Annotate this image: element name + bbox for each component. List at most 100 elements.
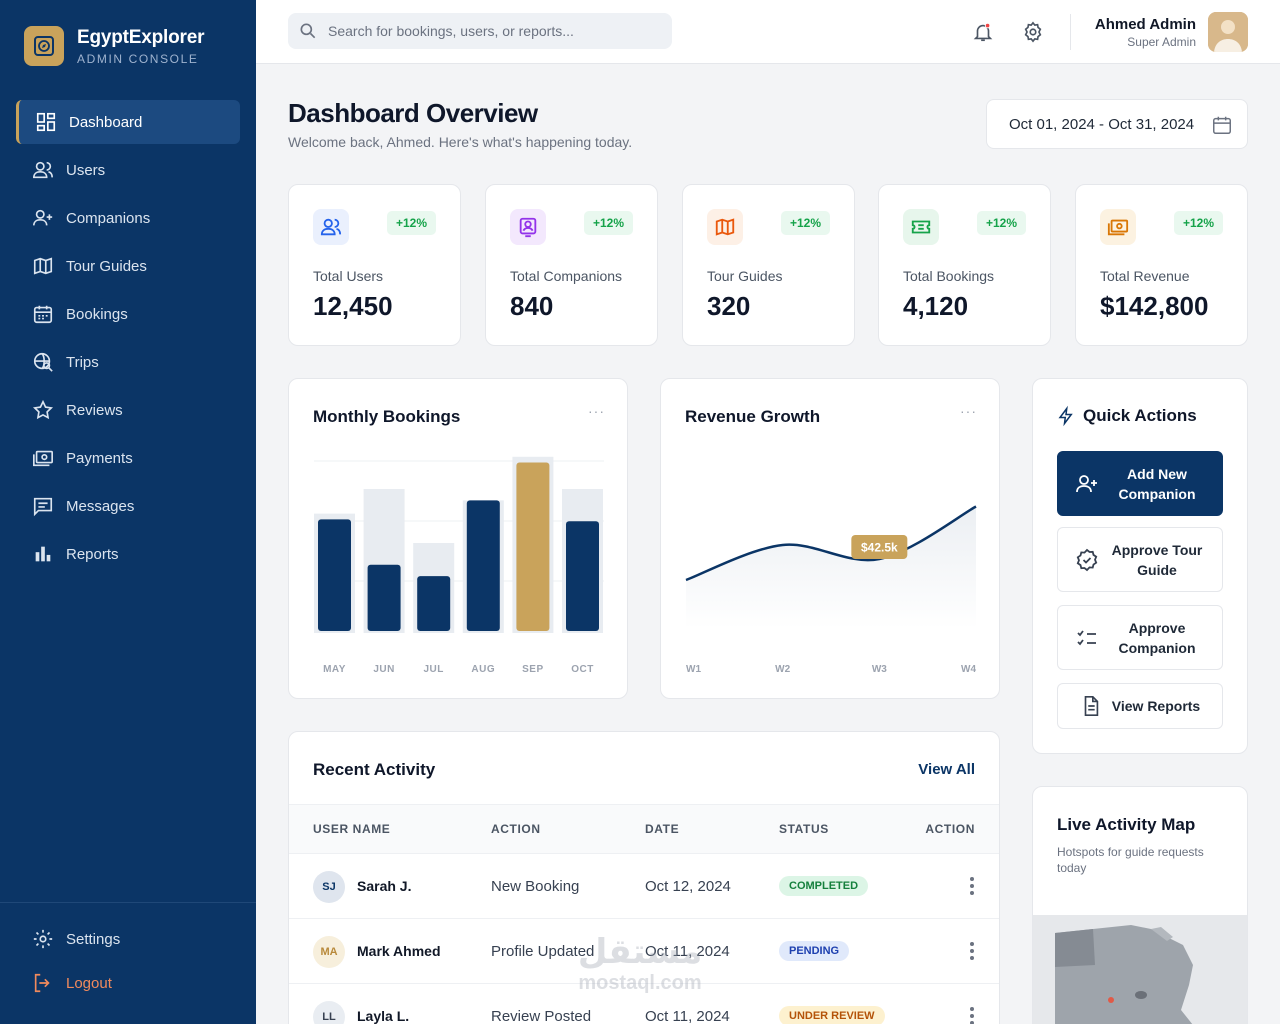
stat-value: 320 [707, 291, 751, 321]
stat-card-total-revenue[interactable]: +12% Total Revenue $142,800 [1075, 184, 1248, 346]
bar[interactable] [466, 500, 500, 631]
stat-card-total-bookings[interactable]: +12% Total Bookings 4,120 [878, 184, 1051, 346]
sidebar-item-label: Dashboard [69, 113, 143, 131]
x-tick-label: MAY [323, 664, 346, 675]
stat-label: Total Users [313, 268, 384, 284]
sidebar-item-label: Tour Guides [66, 257, 147, 275]
bar[interactable] [566, 521, 599, 631]
ticket-icon [911, 220, 931, 234]
button-label: View Reports [1111, 698, 1201, 714]
sidebar-item-messages[interactable]: Messages [16, 484, 240, 528]
row-date: Oct 11, 2024 [645, 1008, 730, 1024]
recent-activity-panel: Recent Activity View All USER NAME ACTIO… [288, 731, 1000, 1024]
column-header-row-action: ACTION [925, 822, 975, 836]
button-label: Approve Tour Guide [1111, 541, 1203, 578]
users-icon [320, 218, 342, 236]
date-range-value: Oct 01, 2024 - Oct 31, 2024 [1009, 115, 1195, 133]
companion-badge-icon [519, 217, 537, 238]
x-tick-label: JUN [373, 664, 395, 675]
notifications-button[interactable] [971, 20, 995, 44]
search-box[interactable] [288, 13, 672, 49]
sidebar-item-label: Reviews [66, 401, 123, 419]
quick-actions-panel: Quick Actions Add New Companion Approve … [1032, 378, 1248, 754]
bar[interactable] [318, 519, 351, 631]
approve-companion-button[interactable]: Approve Companion [1057, 605, 1223, 670]
annotation-label: $42.5k [861, 541, 898, 555]
settings-label: Settings [66, 930, 121, 948]
sidebar-item-companions[interactable]: Companions [16, 196, 240, 240]
stat-icon-wrap [1100, 209, 1136, 245]
stat-value: $142,800 [1100, 291, 1209, 321]
row-user-name: Sarah J. [357, 878, 412, 894]
status-badge: COMPLETED [779, 876, 869, 896]
x-tick-label: W2 [775, 664, 790, 675]
egypt-map[interactable] [1033, 915, 1248, 1024]
column-header-date: DATE [645, 822, 680, 836]
kebab-dot [970, 891, 974, 895]
sidebar-item-label: Payments [66, 449, 133, 467]
map-icon [33, 257, 53, 275]
bar[interactable] [417, 576, 451, 631]
logout-label: Logout [66, 974, 112, 992]
bar[interactable] [516, 462, 550, 631]
brand[interactable]: EgyptExplorer ADMIN CONSOLE [24, 26, 204, 66]
sidebar-item-reports[interactable]: Reports [16, 532, 240, 576]
sidebar-item-users[interactable]: Users [16, 148, 240, 192]
row-menu-button[interactable] [969, 877, 975, 895]
view-all-link[interactable]: View All [918, 761, 975, 778]
quick-actions-header: Quick Actions [1057, 405, 1197, 427]
value-annotation: $42.5k [851, 535, 908, 559]
stat-card-tour-guides[interactable]: +12% Tour Guides 320 [682, 184, 855, 346]
settings-button[interactable] [1021, 20, 1045, 44]
kebab-dot [970, 949, 974, 953]
panel-title: Quick Actions [1083, 406, 1197, 425]
user-initials-avatar: SJ [313, 871, 345, 903]
travel-explore-icon [33, 352, 53, 372]
column-header-status: STATUS [779, 822, 829, 836]
gear-icon [33, 929, 53, 949]
search-input[interactable] [328, 23, 648, 39]
bell-icon [973, 22, 993, 42]
stat-icon-wrap [903, 209, 939, 245]
more-options-button[interactable]: ··· [960, 403, 977, 419]
stat-icon-wrap [313, 209, 349, 245]
view-reports-button[interactable]: View Reports [1057, 683, 1223, 729]
user-name: Ahmed Admin [1094, 16, 1196, 33]
topbar: Ahmed Admin Super Admin [256, 0, 1280, 64]
avatar[interactable] [1208, 12, 1248, 52]
table-row[interactable]: MA Mark Ahmed Profile Updated Oct 11, 20… [289, 918, 999, 983]
panel-subtitle: Hotspots for guide requests today [1057, 845, 1204, 875]
x-tick-label: W3 [872, 664, 887, 675]
stat-card-total-users[interactable]: +12% Total Users 12,450 [288, 184, 461, 346]
table-row[interactable]: LL Layla L. Review Posted Oct 11, 2024 U… [289, 983, 999, 1024]
user-info[interactable]: Ahmed Admin Super Admin [1095, 16, 1196, 49]
page-subtitle: Welcome back, Ahmed. Here's what's happe… [288, 134, 633, 150]
add-new-companion-button[interactable]: Add New Companion [1057, 451, 1223, 516]
kebab-dot [970, 956, 974, 960]
logout-button[interactable]: Logout [16, 963, 240, 1003]
sidebar-item-tour-guides[interactable]: Tour Guides [16, 244, 240, 288]
sidebar-item-settings[interactable]: Settings [16, 919, 240, 959]
stat-card-total-companions[interactable]: +12% Total Companions 840 [485, 184, 658, 346]
sidebar: EgyptExplorer ADMIN CONSOLE Dashboard Us… [0, 0, 256, 1024]
table-row[interactable]: SJ Sarah J. New Booking Oct 12, 2024 COM… [289, 853, 999, 918]
row-date: Oct 12, 2024 [645, 878, 731, 895]
date-range-picker[interactable]: Oct 01, 2024 - Oct 31, 2024 [986, 99, 1248, 149]
sidebar-item-trips[interactable]: Trips [16, 340, 240, 384]
sidebar-item-payments[interactable]: Payments [16, 436, 240, 480]
user-initials-avatar: MA [313, 936, 345, 968]
x-tick-label: JUL [423, 664, 443, 675]
row-menu-button[interactable] [969, 1007, 975, 1024]
user-plus-icon [33, 209, 53, 226]
lightning-icon [1058, 405, 1073, 427]
sidebar-item-reviews[interactable]: Reviews [16, 388, 240, 432]
row-menu-button[interactable] [969, 942, 975, 960]
sidebar-item-dashboard[interactable]: Dashboard [16, 100, 240, 144]
bar[interactable] [367, 564, 401, 631]
more-options-button[interactable]: ··· [588, 403, 605, 419]
approve-tour-guide-button[interactable]: Approve Tour Guide [1057, 527, 1223, 592]
revenue-growth-chart: $42.5k W1 W2 W3 W4 [685, 505, 977, 675]
sidebar-item-bookings[interactable]: Bookings [16, 292, 240, 336]
line-series[interactable] [685, 505, 977, 582]
user-initials-avatar: LL [313, 1001, 345, 1024]
